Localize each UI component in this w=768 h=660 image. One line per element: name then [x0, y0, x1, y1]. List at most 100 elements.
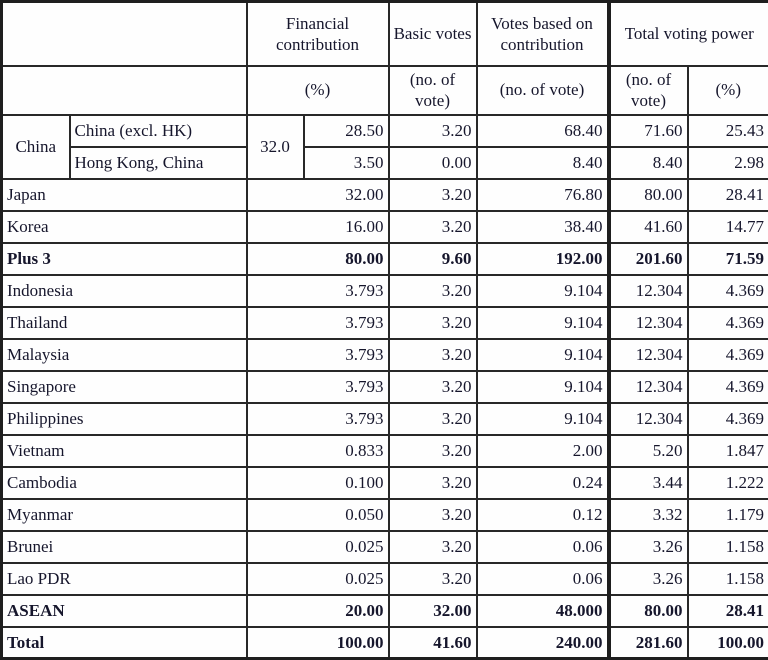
cell-basic-votes: 3.20 — [387, 209, 478, 244]
cell-total-pct: 14.77 — [686, 209, 768, 244]
table-row-plus-3: Plus 3 80.00 9.60 192.00 201.60 71.59 — [0, 241, 768, 276]
blank-header-cell — [0, 0, 248, 67]
cell-total-no: 41.60 — [606, 209, 689, 244]
row-label: Indonesia — [0, 273, 248, 308]
cell-total-no: 5.20 — [606, 433, 689, 468]
cell-basic-votes: 3.20 — [387, 561, 478, 596]
cell-financial: 0.050 — [245, 497, 390, 532]
cell-votes-contribution: 68.40 — [475, 113, 610, 148]
cell-financial: 3.793 — [245, 305, 390, 340]
table-row-singapore: Singapore 3.793 3.20 9.104 12.304 4.369 — [0, 369, 768, 404]
row-label: China (excl. HK) — [68, 113, 248, 148]
cell-financial: 80.00 — [245, 241, 390, 276]
cell-basic-votes: 3.20 — [387, 369, 478, 404]
cell-financial: 0.025 — [245, 561, 390, 596]
cell-total-pct: 1.158 — [686, 529, 768, 564]
cell-total-pct: 4.369 — [686, 273, 768, 308]
col-header-votes-based-on-contribution: Votes based on contribution — [475, 0, 610, 67]
table-row-brunei: Brunei 0.025 3.20 0.06 3.26 1.158 — [0, 529, 768, 564]
unit-financial-pct: (%) — [245, 64, 390, 116]
cell-financial: 3.793 — [245, 369, 390, 404]
cell-total-pct: 100.00 — [686, 625, 768, 660]
row-label: Japan — [0, 177, 248, 212]
row-label: ASEAN — [0, 593, 248, 628]
cell-total-no: 3.32 — [606, 497, 689, 532]
row-label: Total — [0, 625, 248, 660]
cell-total-no: 12.304 — [606, 305, 689, 340]
cell-basic-votes: 0.00 — [387, 145, 478, 180]
row-label: Korea — [0, 209, 248, 244]
table-row-myanmar: Myanmar 0.050 3.20 0.12 3.32 1.179 — [0, 497, 768, 532]
cell-basic-votes: 32.00 — [387, 593, 478, 628]
cell-financial: 0.833 — [245, 433, 390, 468]
table-row-thailand: Thailand 3.793 3.20 9.104 12.304 4.369 — [0, 305, 768, 340]
table-row-malaysia: Malaysia 3.793 3.20 9.104 12.304 4.369 — [0, 337, 768, 372]
cell-votes-contribution: 0.24 — [475, 465, 610, 500]
cell-total-pct: 1.222 — [686, 465, 768, 500]
cell-financial: 16.00 — [245, 209, 390, 244]
cell-basic-votes: 3.20 — [387, 497, 478, 532]
cell-total-no: 281.60 — [606, 625, 689, 660]
unit-basic-votes: (no. of vote) — [387, 64, 478, 116]
cell-total-no: 12.304 — [606, 401, 689, 436]
col-header-financial-contribution: Financial contribution — [245, 0, 390, 67]
row-label: Lao PDR — [0, 561, 248, 596]
table-row-lao-pdr: Lao PDR 0.025 3.20 0.06 3.26 1.158 — [0, 561, 768, 596]
cell-votes-contribution: 76.80 — [475, 177, 610, 212]
cell-basic-votes: 3.20 — [387, 433, 478, 468]
row-label: Singapore — [0, 369, 248, 404]
col-header-basic-votes: Basic votes — [387, 0, 478, 67]
cell-basic-votes: 3.20 — [387, 305, 478, 340]
cell-votes-contribution: 0.06 — [475, 561, 610, 596]
table-row-cambodia: Cambodia 0.100 3.20 0.24 3.44 1.222 — [0, 465, 768, 500]
cell-total-no: 12.304 — [606, 337, 689, 372]
cell-financial: 20.00 — [245, 593, 390, 628]
row-label: Thailand — [0, 305, 248, 340]
cell-total-pct: 25.43 — [686, 113, 768, 148]
cell-total-pct: 1.158 — [686, 561, 768, 596]
cell-basic-votes: 3.20 — [387, 401, 478, 436]
cell-total-no: 201.60 — [606, 241, 689, 276]
cell-total-no: 3.26 — [606, 561, 689, 596]
table-row-korea: Korea 16.00 3.20 38.40 41.60 14.77 — [0, 209, 768, 244]
unit-total-pct: (%) — [686, 64, 768, 116]
cell-votes-contribution: 9.104 — [475, 305, 610, 340]
cell-basic-votes: 41.60 — [387, 625, 478, 660]
cell-basic-votes: 9.60 — [387, 241, 478, 276]
row-label: Vietnam — [0, 433, 248, 468]
cell-total-pct: 1.847 — [686, 433, 768, 468]
cell-total-pct: 71.59 — [686, 241, 768, 276]
cell-total-pct: 1.179 — [686, 497, 768, 532]
cell-basic-votes: 3.20 — [387, 465, 478, 500]
cell-basic-votes: 3.20 — [387, 113, 478, 148]
row-label: Cambodia — [0, 465, 248, 500]
cell-votes-contribution: 48.000 — [475, 593, 610, 628]
cell-total-pct: 4.369 — [686, 337, 768, 372]
cell-total-pct: 28.41 — [686, 593, 768, 628]
table-row-vietnam: Vietnam 0.833 3.20 2.00 5.20 1.847 — [0, 433, 768, 468]
cell-financial: 32.00 — [245, 177, 390, 212]
cell-total-no: 8.40 — [606, 145, 689, 180]
cell-votes-contribution: 9.104 — [475, 337, 610, 372]
cell-votes-contribution: 192.00 — [475, 241, 610, 276]
row-label: Philippines — [0, 401, 248, 436]
header-row-1: Financial contribution Basic votes Votes… — [0, 0, 768, 67]
cell-financial: 3.793 — [245, 337, 390, 372]
cell-financial: 3.793 — [245, 273, 390, 308]
row-label: Plus 3 — [0, 241, 248, 276]
cell-total-no: 80.00 — [606, 593, 689, 628]
table-row-hong-kong: Hong Kong, China 3.50 0.00 8.40 8.40 2.9… — [2, 145, 768, 180]
cell-basic-votes: 3.20 — [387, 177, 478, 212]
table-row-asean: ASEAN 20.00 32.00 48.000 80.00 28.41 — [0, 593, 768, 628]
cell-votes-contribution: 8.40 — [475, 145, 610, 180]
cell-financial: 28.50 — [302, 113, 390, 148]
row-label: Malaysia — [0, 337, 248, 372]
cell-financial: 3.50 — [302, 145, 390, 180]
cell-total-pct: 4.369 — [686, 305, 768, 340]
cell-financial: 3.793 — [245, 401, 390, 436]
table-row-total: Total 100.00 41.60 240.00 281.60 100.00 — [0, 625, 768, 660]
cell-votes-contribution: 2.00 — [475, 433, 610, 468]
unit-total-no: (no. of vote) — [606, 64, 689, 116]
cell-basic-votes: 3.20 — [387, 273, 478, 308]
